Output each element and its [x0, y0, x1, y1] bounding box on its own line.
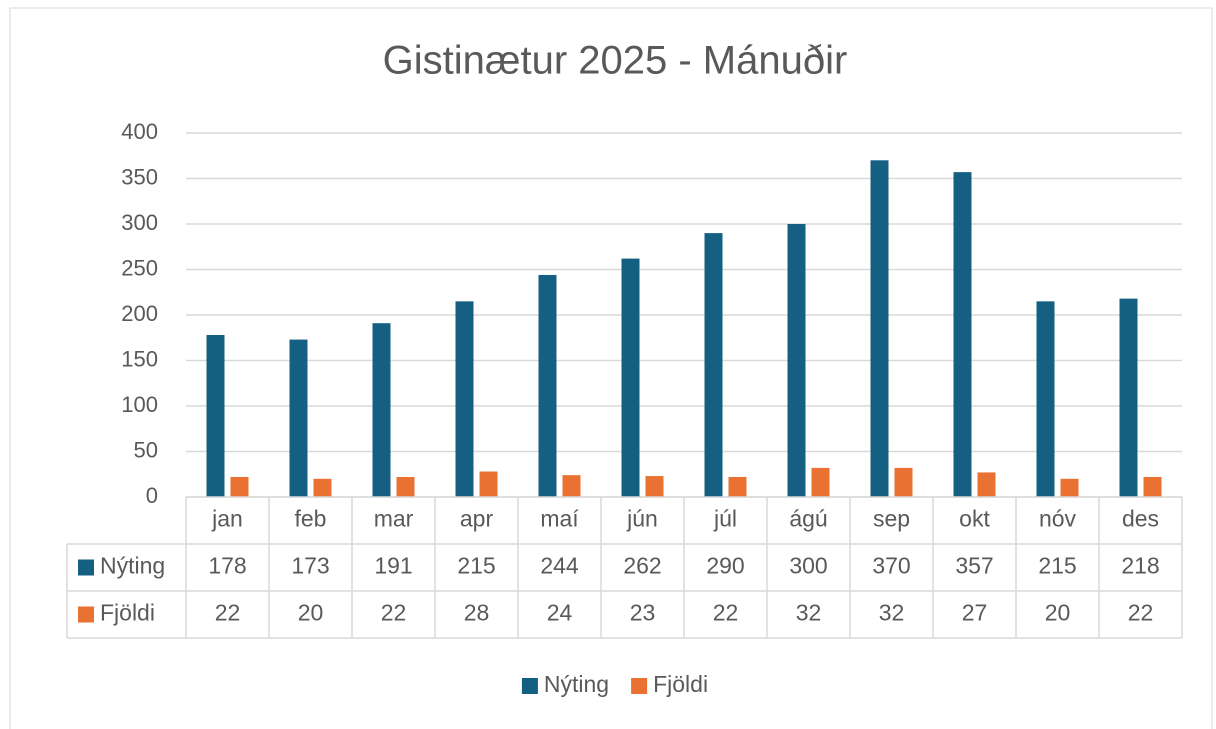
table-value: 178 — [208, 553, 246, 579]
bar — [1119, 298, 1138, 497]
table-value: 22 — [713, 600, 739, 626]
table-value: 32 — [796, 600, 822, 626]
table-series-label: Fjöldi — [100, 600, 155, 626]
x-tick-label: sep — [873, 506, 910, 532]
bar — [562, 475, 581, 497]
table-legend-key — [78, 606, 94, 623]
table-value: 20 — [298, 600, 324, 626]
table-value: 215 — [1038, 553, 1076, 579]
bar — [1143, 476, 1162, 497]
legend-label: Nýting — [544, 671, 609, 697]
x-tick-label: nóv — [1039, 506, 1077, 532]
table-value: 191 — [374, 553, 412, 579]
bar — [704, 233, 723, 497]
bar — [289, 339, 308, 497]
bar — [455, 301, 474, 497]
bar — [1060, 478, 1079, 497]
y-tick-label: 200 — [121, 301, 158, 326]
bar — [206, 335, 225, 497]
bar — [894, 467, 913, 497]
chart-title: Gistinætur 2025 - Mánuðir — [383, 39, 848, 83]
y-tick-label: 400 — [121, 119, 158, 144]
table-value: 24 — [547, 600, 573, 626]
x-tick-label: okt — [959, 506, 990, 532]
table-value: 173 — [291, 553, 329, 579]
table-value: 370 — [872, 553, 910, 579]
x-tick-label: feb — [295, 506, 327, 532]
bar — [1036, 301, 1055, 497]
x-tick-label: apr — [460, 506, 494, 532]
table-value: 22 — [215, 600, 241, 626]
y-tick-label: 250 — [121, 255, 158, 280]
table-value: 244 — [540, 553, 579, 579]
bar — [372, 323, 391, 497]
bar — [787, 224, 806, 497]
bar — [728, 476, 747, 497]
table-value: 215 — [457, 553, 495, 579]
bar — [870, 160, 889, 498]
table-legend-key — [78, 559, 94, 576]
bar — [230, 476, 249, 497]
table-value: 300 — [789, 553, 827, 579]
bar — [396, 476, 415, 497]
bar — [621, 258, 640, 497]
legend-label: Fjöldi — [653, 671, 708, 697]
y-tick-label: 100 — [121, 392, 158, 417]
table-value: 22 — [381, 600, 407, 626]
chart-border — [9, 7, 1213, 729]
x-tick-label: mar — [374, 506, 414, 532]
table-value: 27 — [962, 600, 988, 626]
bar — [645, 476, 664, 497]
y-tick-label: 0 — [146, 483, 158, 508]
x-tick-label: maí — [540, 506, 579, 532]
table-series-label: Nýting — [100, 553, 165, 579]
bar — [953, 172, 972, 497]
y-tick-label: 350 — [121, 164, 158, 189]
table-value: 22 — [1128, 600, 1154, 626]
y-tick-label: 150 — [121, 346, 158, 371]
bar — [538, 274, 557, 497]
table-value: 357 — [955, 553, 993, 579]
x-tick-label: jún — [626, 506, 658, 532]
bar — [313, 478, 332, 497]
x-tick-label: des — [1122, 506, 1159, 532]
x-tick-label: jan — [211, 506, 243, 532]
bar — [811, 467, 830, 497]
legend-key — [521, 678, 538, 694]
x-tick-label: ágú — [789, 506, 827, 532]
table-value: 218 — [1121, 553, 1159, 579]
bar — [479, 471, 498, 497]
table-value: 23 — [630, 600, 656, 626]
table-value: 28 — [464, 600, 490, 626]
bar — [977, 472, 996, 497]
table-value: 290 — [706, 553, 744, 579]
x-tick-label: júl — [713, 506, 737, 532]
table-value: 262 — [623, 553, 661, 579]
table-value: 32 — [879, 600, 905, 626]
y-tick-label: 300 — [121, 210, 158, 235]
table-value: 20 — [1045, 600, 1071, 626]
y-tick-label: 50 — [134, 437, 158, 462]
legend-key — [631, 678, 648, 694]
